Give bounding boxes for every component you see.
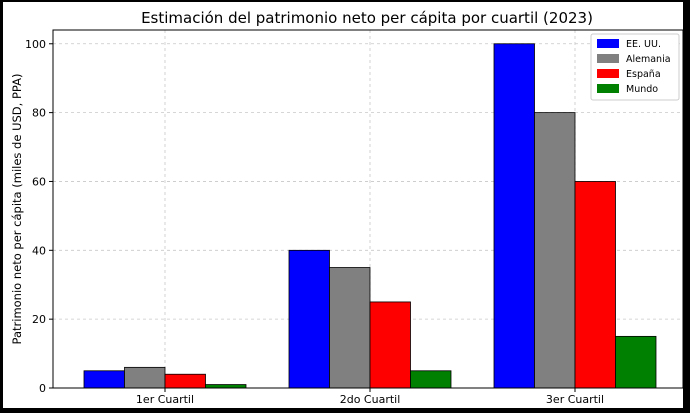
bar-alemania-2 xyxy=(534,112,576,389)
bar-mundo-0 xyxy=(205,384,247,389)
y-axis: 0 20 40 60 80 100 xyxy=(25,38,53,395)
bar-españa-2 xyxy=(574,181,616,389)
chart-canvas: Estimación del patrimonio neto per cápit… xyxy=(3,2,683,408)
legend-swatch xyxy=(597,39,619,48)
x-tick-label: 1er Cuartil xyxy=(136,393,194,406)
y-tick-label: 0 xyxy=(39,382,46,395)
legend-label: EE. UU. xyxy=(626,39,661,50)
chart-title: Estimación del patrimonio neto per cápit… xyxy=(141,9,593,27)
legend-swatch xyxy=(597,54,619,63)
bar-alemania-0 xyxy=(124,366,166,389)
x-axis: 1er Cuartil 2do Cuartil 3er Cuartil xyxy=(136,388,604,406)
bar-ee-uu--1 xyxy=(288,249,330,389)
bar-españa-1 xyxy=(369,301,411,389)
legend: EE. UU. Alemania España Mundo xyxy=(590,33,680,101)
bar-mundo-2 xyxy=(615,335,657,389)
x-tick-label: 2do Cuartil xyxy=(340,393,401,406)
bar-ee-uu--2 xyxy=(493,43,535,389)
bar-españa-0 xyxy=(164,373,206,389)
legend-label: España xyxy=(626,69,661,80)
plot-area-frame xyxy=(52,29,683,389)
y-tick-label: 20 xyxy=(32,313,46,326)
legend-box xyxy=(590,33,680,101)
x-tick-label: 3er Cuartil xyxy=(546,393,604,406)
bar-chart: Estimación del patrimonio neto per cápit… xyxy=(10,9,683,406)
y-tick-label: 60 xyxy=(32,175,46,188)
legend-swatch xyxy=(597,69,619,78)
legend-label: Mundo xyxy=(626,84,658,95)
bar-ee-uu--0 xyxy=(83,370,125,389)
y-tick-label: 40 xyxy=(32,244,46,257)
bars xyxy=(83,43,657,389)
legend-label: Alemania xyxy=(626,54,671,65)
y-tick-label: 100 xyxy=(25,38,46,51)
bar-mundo-1 xyxy=(410,370,452,389)
legend-swatch xyxy=(597,84,619,93)
bar-alemania-1 xyxy=(329,267,371,389)
y-axis-label: Patrimonio neto per cápita (miles de USD… xyxy=(10,74,24,345)
y-tick-label: 80 xyxy=(32,107,46,120)
